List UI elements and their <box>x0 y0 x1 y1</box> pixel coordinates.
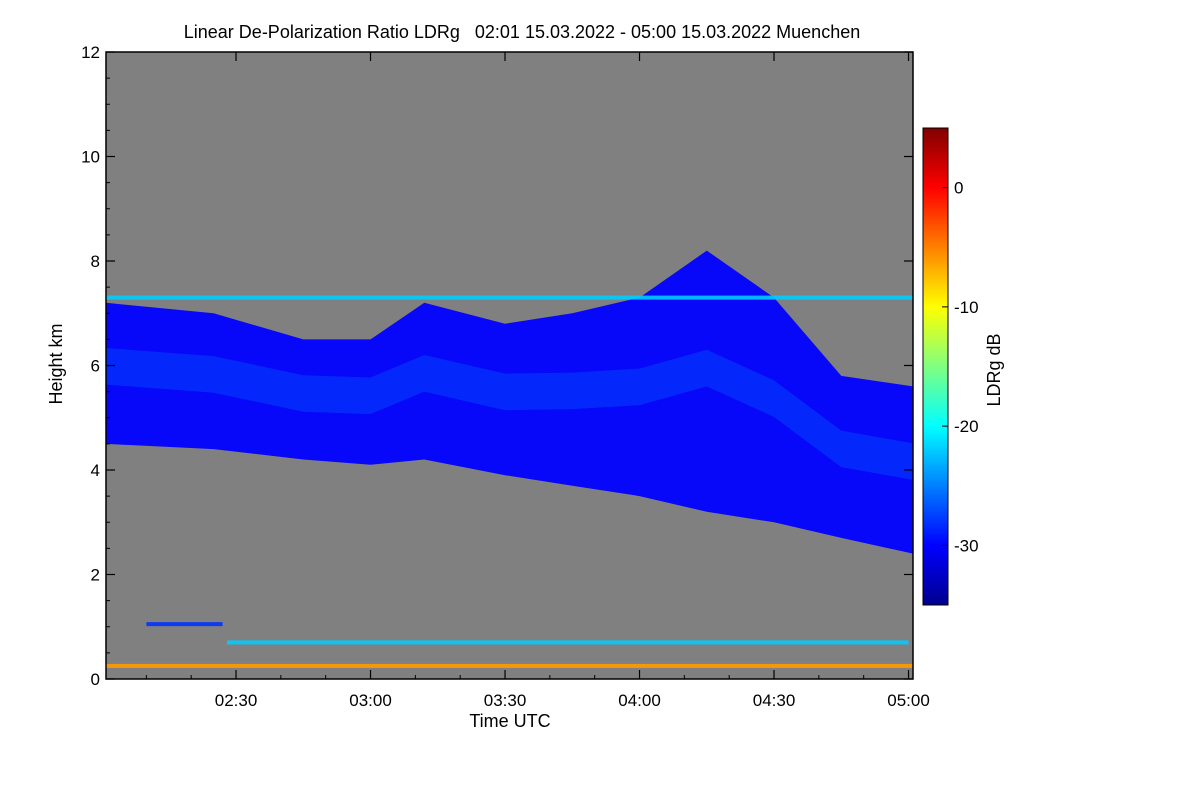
x-tick-label: 03:00 <box>349 691 392 710</box>
x-tick-label: 05:00 <box>887 691 930 710</box>
thin-layer-0 <box>106 295 913 300</box>
cloud-inner-streak <box>106 348 913 480</box>
plot-area <box>106 52 913 679</box>
x-axis: 02:30 03:00 03:30 04:00 04:30 05:00 <box>145 52 930 710</box>
thin-layer-3 <box>106 663 913 668</box>
x-tick-label: 03:30 <box>484 691 527 710</box>
y-tick-label: 4 <box>91 461 100 480</box>
y-tick-label: 2 <box>91 566 100 585</box>
x-axis-label: Time UTC <box>469 711 550 731</box>
colorbar-tick-label: -30 <box>954 536 979 555</box>
cloud-layer <box>106 250 913 554</box>
y-axis-label: Height km <box>46 323 66 404</box>
thin-layer-2 <box>227 640 909 645</box>
y-axis: 0 2 4 6 8 10 12 <box>81 43 913 689</box>
y-tick-label: 10 <box>81 148 100 167</box>
colorbar-tick-label: -10 <box>954 298 979 317</box>
colorbar-tick-label: -20 <box>954 417 979 436</box>
colorbar-label: LDRg dB <box>984 333 1004 406</box>
x-tick-label: 04:00 <box>618 691 661 710</box>
y-tick-label: 12 <box>81 43 100 62</box>
colorbar-gradient <box>922 127 949 606</box>
x-tick-label: 04:30 <box>753 691 796 710</box>
y-tick-label: 8 <box>91 252 100 271</box>
colorbar: 0 -10 -20 -30 LDRg dB <box>922 127 1004 606</box>
y-tick-label: 0 <box>91 670 100 689</box>
y-tick-label: 6 <box>91 357 100 376</box>
colorbar-tick-label: 0 <box>954 179 963 198</box>
thin-layer-1 <box>146 622 223 627</box>
chart-title: Linear De-Polarization Ratio LDRg 02:01 … <box>184 22 860 42</box>
x-tick-label: 02:30 <box>215 691 258 710</box>
data-layers <box>106 250 913 668</box>
